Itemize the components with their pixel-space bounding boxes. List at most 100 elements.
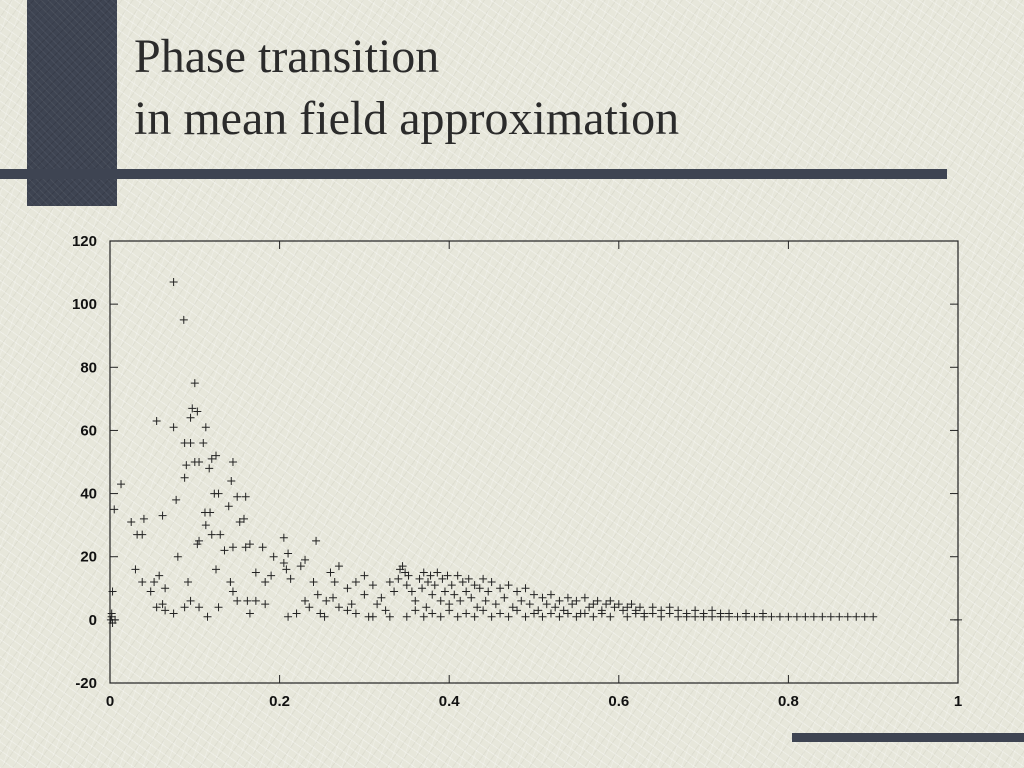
- data-point: [758, 612, 767, 621]
- data-point: [206, 508, 215, 517]
- scatter-points: [106, 278, 962, 628]
- data-point: [261, 600, 270, 609]
- data-point: [450, 590, 459, 599]
- y-tick-label: 80: [80, 359, 97, 376]
- data-point: [180, 473, 189, 482]
- data-point: [117, 480, 126, 489]
- data-point: [428, 609, 437, 618]
- data-point: [475, 584, 484, 593]
- data-point: [199, 439, 208, 448]
- data-point: [161, 584, 170, 593]
- data-point: [233, 596, 242, 605]
- data-point: [377, 593, 386, 602]
- x-tick-label: 1: [954, 693, 962, 710]
- data-point: [373, 600, 382, 609]
- data-point: [305, 603, 314, 612]
- footer-accent-rule: [792, 733, 1024, 742]
- data-point: [440, 587, 449, 596]
- data-point: [150, 577, 159, 586]
- data-point: [546, 590, 555, 599]
- data-point: [201, 521, 210, 530]
- data-point: [233, 492, 242, 501]
- data-point: [193, 540, 202, 549]
- data-point: [818, 612, 827, 621]
- data-point: [224, 502, 233, 511]
- data-point: [190, 379, 199, 388]
- data-point: [665, 609, 674, 618]
- data-point: [186, 596, 195, 605]
- data-point: [470, 581, 479, 590]
- data-point: [415, 574, 424, 583]
- data-point: [530, 609, 538, 618]
- data-point: [487, 577, 496, 586]
- data-point: [725, 612, 734, 621]
- data-point: [152, 416, 161, 425]
- data-point: [404, 571, 413, 580]
- data-point: [282, 565, 291, 574]
- data-point: [152, 603, 161, 612]
- data-point: [631, 609, 640, 618]
- data-point: [212, 451, 220, 460]
- data-point: [279, 533, 288, 542]
- data-point: [245, 540, 254, 549]
- data-point: [108, 587, 117, 596]
- data-point: [347, 600, 356, 609]
- data-point: [636, 603, 644, 612]
- data-point: [473, 603, 482, 612]
- data-point: [513, 606, 522, 615]
- data-point: [589, 612, 598, 621]
- data-point: [258, 543, 267, 552]
- data-point: [443, 571, 452, 580]
- data-point: [138, 577, 147, 586]
- slide-title: Phase transition in mean field approxima…: [134, 26, 679, 150]
- data-point: [360, 590, 369, 599]
- data-point: [470, 612, 479, 621]
- data-point: [572, 612, 581, 621]
- data-point: [284, 612, 293, 621]
- data-point: [521, 584, 530, 593]
- data-point: [155, 571, 164, 580]
- data-point: [445, 606, 454, 615]
- data-point: [385, 577, 394, 586]
- data-point: [424, 577, 432, 586]
- data-point: [462, 587, 471, 596]
- data-point: [368, 612, 377, 621]
- data-point: [467, 593, 476, 602]
- data-point: [360, 571, 369, 580]
- data-point: [279, 559, 288, 568]
- y-tick-label: 100: [72, 296, 97, 313]
- data-point: [334, 562, 343, 571]
- data-point: [716, 612, 725, 621]
- data-point: [954, 615, 962, 624]
- data-point: [251, 568, 260, 577]
- data-point: [158, 511, 167, 520]
- x-tick-label: 0.4: [439, 693, 461, 710]
- data-point: [243, 596, 252, 605]
- data-point: [284, 549, 293, 558]
- data-point: [619, 606, 628, 615]
- title-divider-rule: [0, 169, 947, 179]
- data-point: [267, 571, 276, 580]
- data-point: [131, 565, 140, 574]
- data-point: [186, 413, 195, 422]
- data-point: [180, 603, 189, 612]
- data-point: [563, 593, 572, 602]
- data-point: [110, 505, 119, 514]
- data-point: [179, 315, 188, 324]
- plot-area-frame: [109, 240, 959, 684]
- data-point: [235, 517, 244, 526]
- data-point: [343, 584, 352, 593]
- data-point: [733, 612, 742, 621]
- data-point: [169, 609, 178, 618]
- data-point: [682, 612, 691, 621]
- data-point: [563, 609, 572, 618]
- data-point: [214, 489, 223, 498]
- data-point: [216, 530, 225, 539]
- data-point: [312, 536, 321, 545]
- data-point: [322, 596, 331, 605]
- x-tick-label: 0.2: [269, 693, 290, 710]
- data-point: [398, 562, 407, 571]
- data-point: [419, 612, 428, 621]
- data-point: [602, 600, 611, 609]
